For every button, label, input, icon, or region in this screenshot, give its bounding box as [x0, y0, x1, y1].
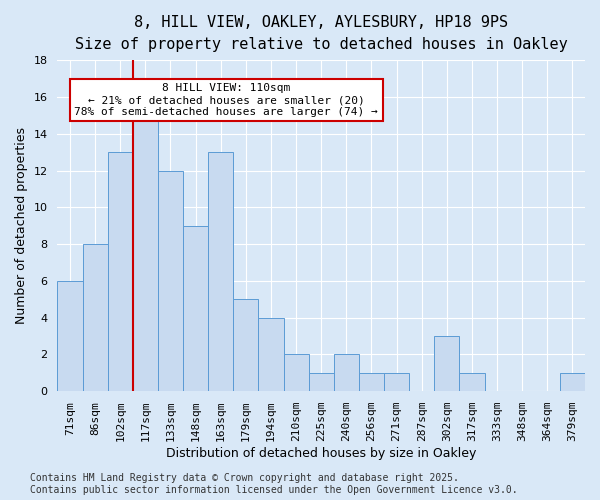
Y-axis label: Number of detached properties: Number of detached properties	[15, 128, 28, 324]
Bar	[133, 116, 158, 391]
Bar	[560, 373, 585, 391]
Bar	[460, 373, 485, 391]
Bar	[183, 226, 208, 391]
Bar	[434, 336, 460, 391]
Bar	[58, 281, 83, 391]
X-axis label: Distribution of detached houses by size in Oakley: Distribution of detached houses by size …	[166, 447, 476, 460]
Bar	[208, 152, 233, 391]
Bar	[359, 373, 384, 391]
Text: 8 HILL VIEW: 110sqm
← 21% of detached houses are smaller (20)
78% of semi-detach: 8 HILL VIEW: 110sqm ← 21% of detached ho…	[74, 84, 378, 116]
Bar	[384, 373, 409, 391]
Bar	[308, 373, 334, 391]
Title: 8, HILL VIEW, OAKLEY, AYLESBURY, HP18 9PS
Size of property relative to detached : 8, HILL VIEW, OAKLEY, AYLESBURY, HP18 9P…	[75, 15, 568, 52]
Bar	[83, 244, 107, 391]
Bar	[107, 152, 133, 391]
Bar	[259, 318, 284, 391]
Bar	[334, 354, 359, 391]
Bar	[233, 300, 259, 391]
Bar	[284, 354, 308, 391]
Text: Contains HM Land Registry data © Crown copyright and database right 2025.
Contai: Contains HM Land Registry data © Crown c…	[30, 474, 518, 495]
Bar	[158, 170, 183, 391]
